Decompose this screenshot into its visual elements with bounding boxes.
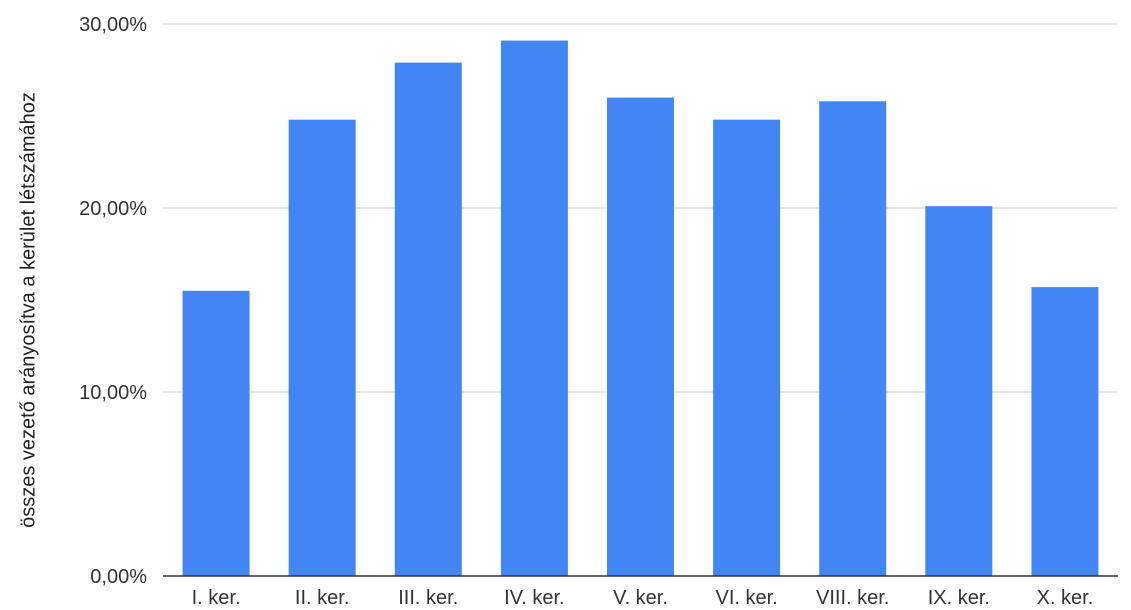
y-axis-title: összes vezető arányosítva a kerület léts… (17, 92, 39, 528)
x-tick-label: II. ker. (295, 587, 349, 609)
x-tick-label: VI. ker. (715, 587, 777, 609)
x-tick-label: IX. ker. (928, 587, 990, 609)
y-tick-label: 0,00% (90, 566, 147, 588)
x-tick-label: V. ker. (613, 587, 668, 609)
bar (819, 101, 887, 576)
bars (182, 40, 1099, 577)
x-axis-tick-labels: I. ker. II. ker. III. ker. IV. ker. V. ker. V… (192, 587, 1094, 609)
bar (182, 290, 250, 576)
bar (394, 62, 462, 576)
x-tick-label: X. ker. (1037, 587, 1094, 609)
y-tick-label: 30,00% (79, 14, 147, 36)
bar (607, 97, 674, 576)
x-tick-label: I. ker. (192, 587, 241, 609)
x-tick-label: VIII. ker. (816, 587, 889, 609)
y-tick-label: 20,00% (79, 198, 147, 220)
x-tick-label: IV. ker. (504, 587, 564, 609)
x-tick-label: III. ker. (398, 587, 458, 609)
bar (925, 206, 993, 576)
y-axis-tick-labels: 0,00% 10,00% 20,00% 30,00% (79, 14, 147, 588)
bar (713, 119, 781, 577)
bar (1031, 287, 1099, 576)
y-tick-label: 10,00% (79, 382, 147, 404)
bar (288, 119, 356, 577)
bar (500, 40, 568, 577)
